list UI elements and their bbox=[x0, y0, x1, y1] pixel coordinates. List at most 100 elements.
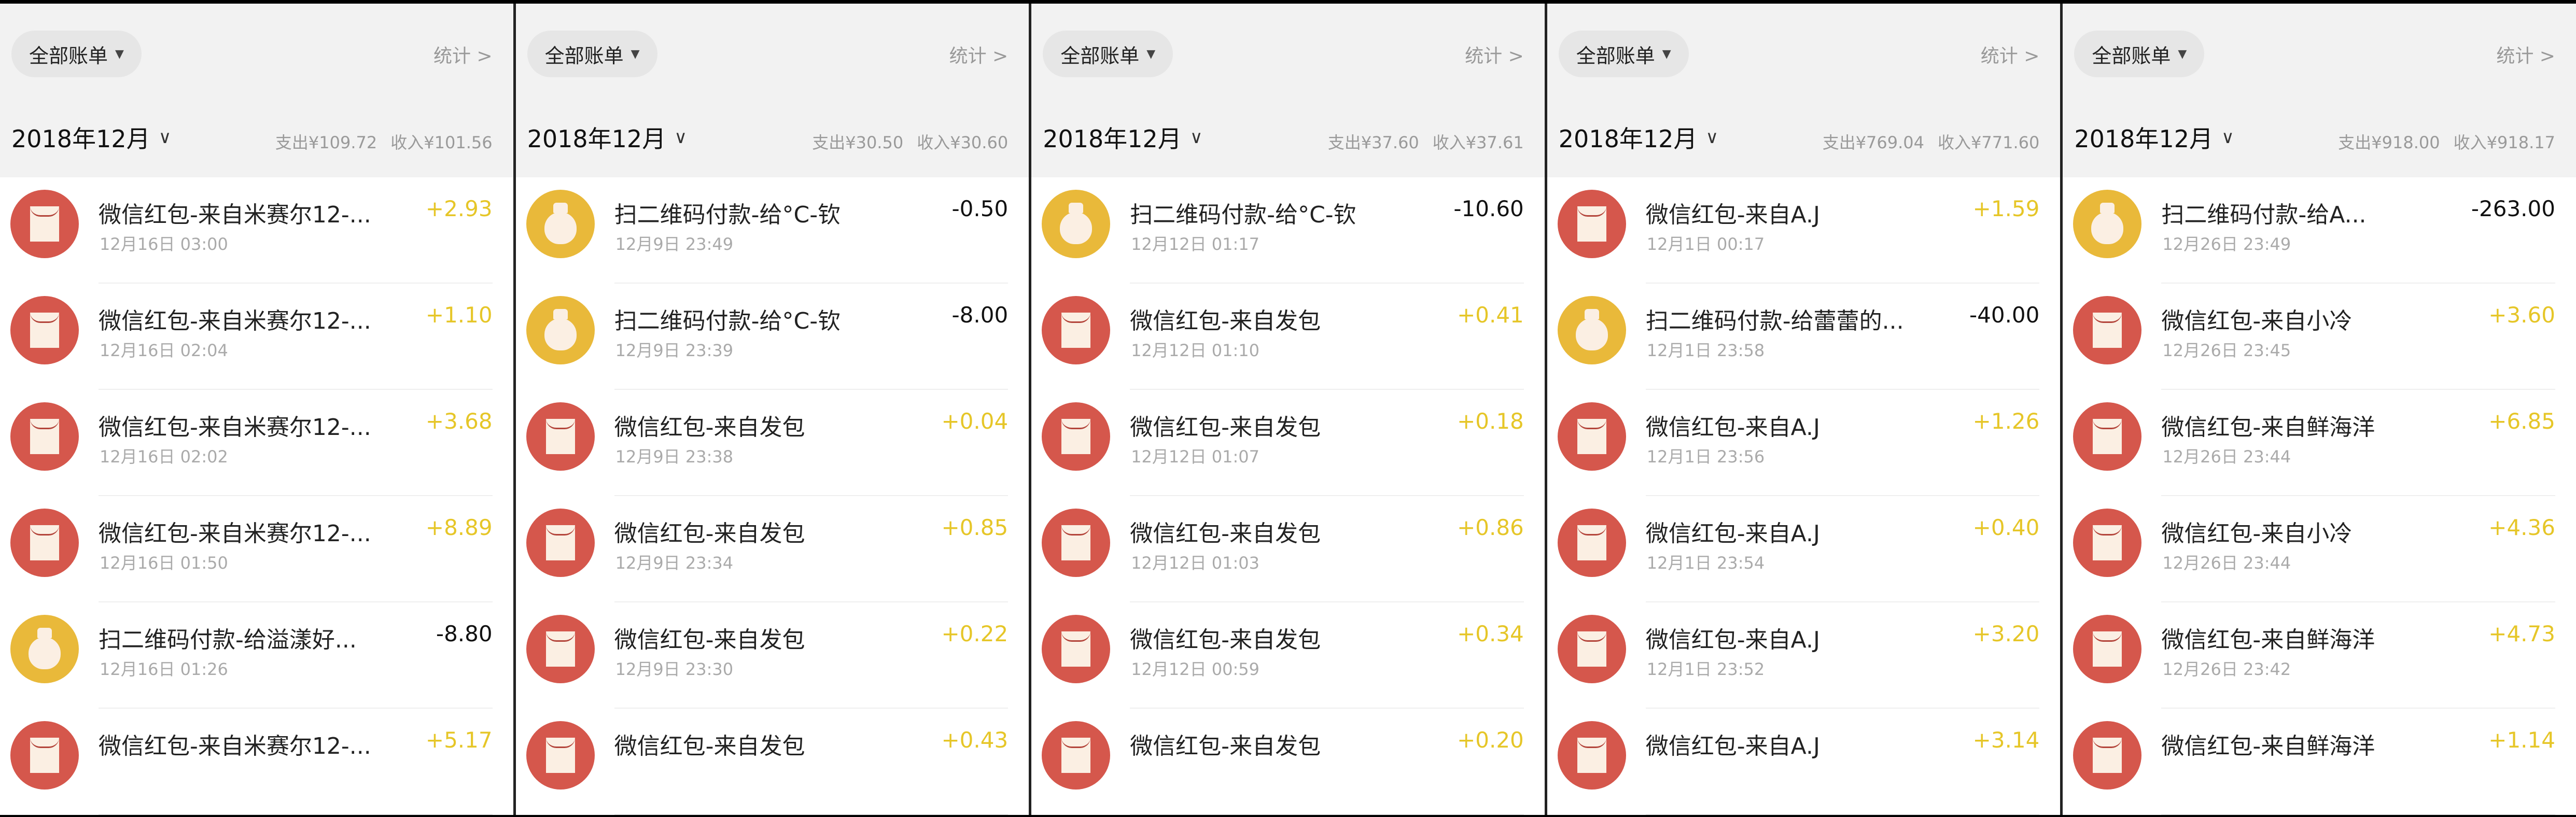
transaction-item[interactable]: 微信红包-来自发包 12月9日 23:38 +0.04 bbox=[516, 390, 1029, 496]
all-bills-filter-button[interactable]: 全部账单 ▼ bbox=[11, 31, 142, 77]
chevron-down-icon: ∨ bbox=[2221, 127, 2234, 148]
transaction-item[interactable]: 微信红包-来自A.J 12月1日 23:54 +0.40 bbox=[1547, 496, 2061, 602]
transaction-item[interactable]: 扫二维码付款-给°C-钦 12月12日 01:17 -10.60 bbox=[1031, 177, 1545, 284]
bill-list-panel: 全部账单 ▼ 统计 > 2018年12月 ∨ 支出¥30.50 收入¥30.60 … bbox=[515, 4, 1029, 815]
transaction-date: 12月1日 00:17 bbox=[1646, 234, 1765, 254]
divider bbox=[1130, 495, 1524, 496]
red-envelope-icon bbox=[2073, 615, 2142, 683]
all-bills-filter-button[interactable]: 全部账单 ▼ bbox=[527, 31, 657, 77]
month-selector[interactable]: 2018年12月 ∨ bbox=[1559, 120, 1719, 154]
transaction-title: 微信红包-来自发包 bbox=[1130, 520, 1321, 547]
income-total: 收入¥918.17 bbox=[2453, 133, 2555, 152]
transaction-amount: +0.40 bbox=[1972, 515, 2040, 540]
transaction-item[interactable]: 扫二维码付款-给蕾蕾的... 12月1日 23:58 -40.00 bbox=[1547, 284, 2061, 390]
month-label: 2018年12月 bbox=[1558, 125, 1698, 153]
month-selector[interactable]: 2018年12月 ∨ bbox=[2074, 120, 2234, 154]
red-envelope-icon bbox=[1042, 615, 1111, 683]
all-bills-filter-button[interactable]: 全部账单 ▼ bbox=[1043, 31, 1173, 77]
transaction-amount: +3.20 bbox=[1972, 621, 2040, 646]
bill-list-panel: 全部账单 ▼ 统计 > 2018年12月 ∨ 支出¥769.04 收入¥771.6… bbox=[1547, 4, 2061, 815]
chevron-down-icon: ∨ bbox=[1705, 127, 1719, 148]
transaction-item[interactable]: 微信红包-来自发包 +0.20 bbox=[1031, 709, 1545, 815]
transaction-title: 微信红包-来自米赛尔12-... bbox=[99, 733, 371, 759]
all-bills-filter-button[interactable]: 全部账单 ▼ bbox=[2074, 31, 2205, 77]
transaction-item[interactable]: 微信红包-来自A.J 12月1日 00:17 +1.59 bbox=[1547, 177, 2061, 284]
month-selector[interactable]: 2018年12月 ∨ bbox=[11, 120, 172, 154]
divider bbox=[1130, 601, 1524, 602]
red-envelope-icon bbox=[2073, 721, 2142, 790]
transaction-item[interactable]: 微信红包-来自A.J 12月1日 23:56 +1.26 bbox=[1547, 390, 2061, 496]
income-total: 收入¥37.61 bbox=[1432, 133, 1524, 152]
income-total: 收入¥771.60 bbox=[1938, 133, 2040, 152]
divider bbox=[614, 814, 1009, 815]
transaction-date: 12月16日 01:26 bbox=[100, 659, 228, 679]
transaction-item[interactable]: 微信红包-来自米赛尔12-... 12月16日 01:50 +8.89 bbox=[0, 496, 513, 602]
transaction-amount: +0.18 bbox=[1457, 408, 1524, 434]
transaction-item[interactable]: 微信红包-来自发包 12月12日 01:07 +0.18 bbox=[1031, 390, 1545, 496]
expense-total: 支出¥109.72 bbox=[275, 133, 377, 152]
transaction-item[interactable]: 微信红包-来自鲜海洋 12月26日 23:42 +4.73 bbox=[2063, 602, 2576, 709]
transaction-title: 微信红包-来自发包 bbox=[614, 414, 805, 441]
red-envelope-icon bbox=[10, 402, 79, 471]
transaction-date: 12月26日 23:44 bbox=[2162, 447, 2291, 467]
statistics-link[interactable]: 统计 > bbox=[2496, 46, 2555, 67]
transaction-item[interactable]: 微信红包-来自发包 12月12日 01:03 +0.86 bbox=[1031, 496, 1545, 602]
transaction-title: 微信红包-来自鲜海洋 bbox=[2161, 627, 2375, 653]
transaction-title: 微信红包-来自米赛尔12-... bbox=[99, 520, 371, 547]
transaction-date: 12月9日 23:39 bbox=[615, 341, 734, 360]
transaction-item[interactable]: 微信红包-来自米赛尔12-... +5.17 bbox=[0, 709, 513, 815]
transaction-amount: +5.17 bbox=[425, 727, 493, 753]
transaction-amount: +0.34 bbox=[1457, 621, 1524, 646]
transaction-item[interactable]: 扫二维码付款-给°C-钦 12月9日 23:39 -8.00 bbox=[516, 284, 1029, 390]
transaction-amount: -0.50 bbox=[951, 196, 1009, 221]
transaction-title: 扫二维码付款-给溢漾好... bbox=[99, 627, 357, 653]
red-envelope-icon bbox=[10, 296, 79, 364]
transaction-item[interactable]: 微信红包-来自发包 +0.43 bbox=[516, 709, 1029, 815]
transaction-item[interactable]: 微信红包-来自小冷 12月26日 23:45 +3.60 bbox=[2063, 284, 2576, 390]
transaction-item[interactable]: 微信红包-来自A.J 12月1日 23:52 +3.20 bbox=[1547, 602, 2061, 709]
transaction-item[interactable]: 微信红包-来自米赛尔12-... 12月16日 02:02 +3.68 bbox=[0, 390, 513, 496]
transaction-item[interactable]: 微信红包-来自A.J +3.14 bbox=[1547, 709, 2061, 815]
statistics-link[interactable]: 统计 > bbox=[949, 46, 1009, 67]
transaction-item[interactable]: 微信红包-来自发包 12月12日 00:59 +0.34 bbox=[1031, 602, 1545, 709]
transaction-date: 12月1日 23:54 bbox=[1646, 553, 1765, 573]
transaction-title: 微信红包-来自发包 bbox=[614, 627, 805, 653]
divider bbox=[2161, 708, 2555, 709]
transaction-amount: +0.41 bbox=[1457, 302, 1524, 328]
month-summary: 支出¥30.50 收入¥30.60 bbox=[799, 130, 1008, 153]
transaction-item[interactable]: 扫二维码付款-给A... 12月26日 23:49 -263.00 bbox=[2063, 177, 2576, 284]
transaction-item[interactable]: 微信红包-来自米赛尔12-... 12月16日 03:00 +2.93 bbox=[0, 177, 513, 284]
divider bbox=[2161, 814, 2555, 815]
month-selector[interactable]: 2018年12月 ∨ bbox=[1043, 120, 1203, 154]
divider bbox=[1645, 389, 2040, 390]
transaction-item[interactable]: 微信红包-来自小冷 12月26日 23:44 +4.36 bbox=[2063, 496, 2576, 602]
transaction-date: 12月12日 01:10 bbox=[1131, 341, 1260, 360]
transaction-amount: -263.00 bbox=[2471, 196, 2555, 221]
month-selector[interactable]: 2018年12月 ∨ bbox=[527, 120, 688, 154]
divider bbox=[614, 601, 1009, 602]
transaction-item[interactable]: 微信红包-来自鲜海洋 +1.14 bbox=[2063, 709, 2576, 815]
bill-header: 全部账单 ▼ 统计 > 2018年12月 ∨ 支出¥37.60 收入¥37.61 bbox=[1031, 4, 1545, 177]
transaction-item[interactable]: 扫二维码付款-给°C-钦 12月9日 23:49 -0.50 bbox=[516, 177, 1029, 284]
transaction-item[interactable]: 微信红包-来自发包 12月9日 23:34 +0.85 bbox=[516, 496, 1029, 602]
transaction-item[interactable]: 微信红包-来自发包 12月9日 23:30 +0.22 bbox=[516, 602, 1029, 709]
all-bills-filter-button[interactable]: 全部账单 ▼ bbox=[1558, 31, 1689, 77]
transaction-item[interactable]: 微信红包-来自鲜海洋 12月26日 23:44 +6.85 bbox=[2063, 390, 2576, 496]
filter-label: 全部账单 bbox=[1060, 44, 1140, 67]
red-envelope-icon bbox=[2073, 402, 2142, 471]
transaction-title: 微信红包-来自发包 bbox=[1130, 627, 1321, 653]
statistics-link[interactable]: 统计 > bbox=[1465, 46, 1524, 67]
transaction-item[interactable]: 微信红包-来自米赛尔12-... 12月16日 02:04 +1.10 bbox=[0, 284, 513, 390]
statistics-link[interactable]: 统计 > bbox=[433, 46, 493, 67]
transaction-amount: +3.68 bbox=[425, 408, 493, 434]
transaction-date: 12月9日 23:49 bbox=[615, 234, 734, 254]
statistics-link[interactable]: 统计 > bbox=[1980, 46, 2040, 67]
transaction-date: 12月26日 23:42 bbox=[2162, 659, 2291, 679]
red-envelope-icon bbox=[2073, 296, 2142, 364]
transaction-amount: +6.85 bbox=[2488, 408, 2555, 434]
filter-label: 全部账单 bbox=[29, 44, 108, 67]
transaction-item[interactable]: 扫二维码付款-给溢漾好... 12月16日 01:26 -8.80 bbox=[0, 602, 513, 709]
caret-down-icon: ▼ bbox=[1662, 47, 1671, 61]
transaction-item[interactable]: 微信红包-来自发包 12月12日 01:10 +0.41 bbox=[1031, 284, 1545, 390]
month-label: 2018年12月 bbox=[1043, 125, 1182, 153]
